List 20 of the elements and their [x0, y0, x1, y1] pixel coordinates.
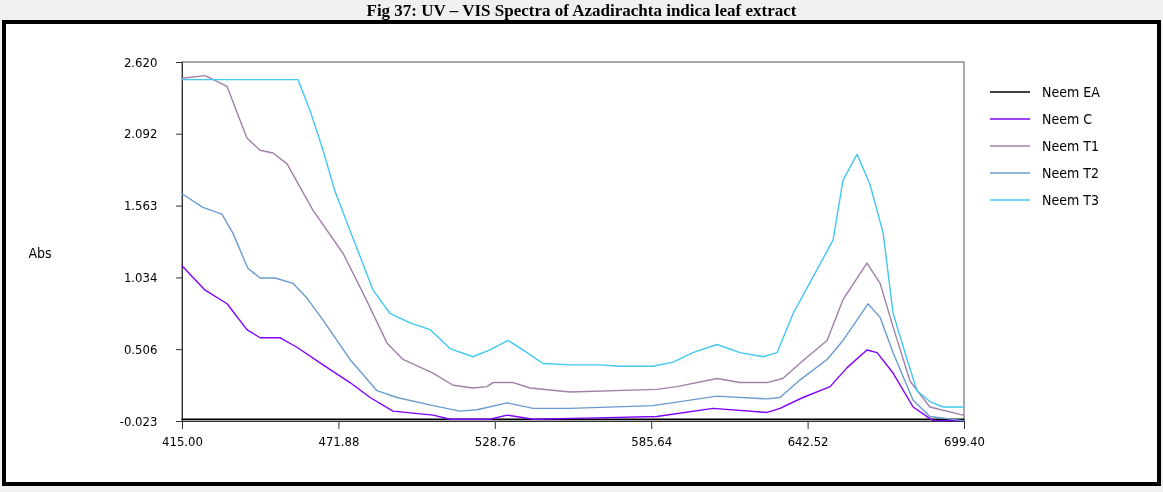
x-tick-label: 415.00	[162, 434, 203, 450]
legend-label: Neem T2	[1042, 164, 1099, 181]
y-axis-title: Abs	[28, 245, 52, 261]
x-tick-label: 642.52	[787, 434, 829, 450]
x-tick-label: 699.40	[944, 434, 985, 450]
line-series	[181, 193, 964, 422]
y-tick-label: 2.092	[123, 126, 158, 142]
legend-label: Neem T1	[1042, 137, 1099, 154]
legend-label: Neem C	[1042, 110, 1093, 127]
x-tick-label: 471.88	[318, 434, 360, 450]
x-tick-label: 528.76	[474, 434, 516, 450]
y-tick-label: 2.620	[123, 54, 158, 70]
x-tick-label: 585.64	[631, 434, 673, 450]
legend-label: Neem EA	[1042, 83, 1101, 100]
y-tick-label: 1.034	[123, 270, 158, 286]
y-tick-label: -0.023	[119, 413, 158, 429]
y-tick-label: 1.563	[123, 198, 158, 214]
chart-title: Fig 37: UV – VIS Spectra of Azadirachta indica leaf extract	[366, 1, 797, 20]
legend-label: Neem T3	[1042, 191, 1099, 208]
y-tick-label: 0.506	[123, 341, 158, 357]
